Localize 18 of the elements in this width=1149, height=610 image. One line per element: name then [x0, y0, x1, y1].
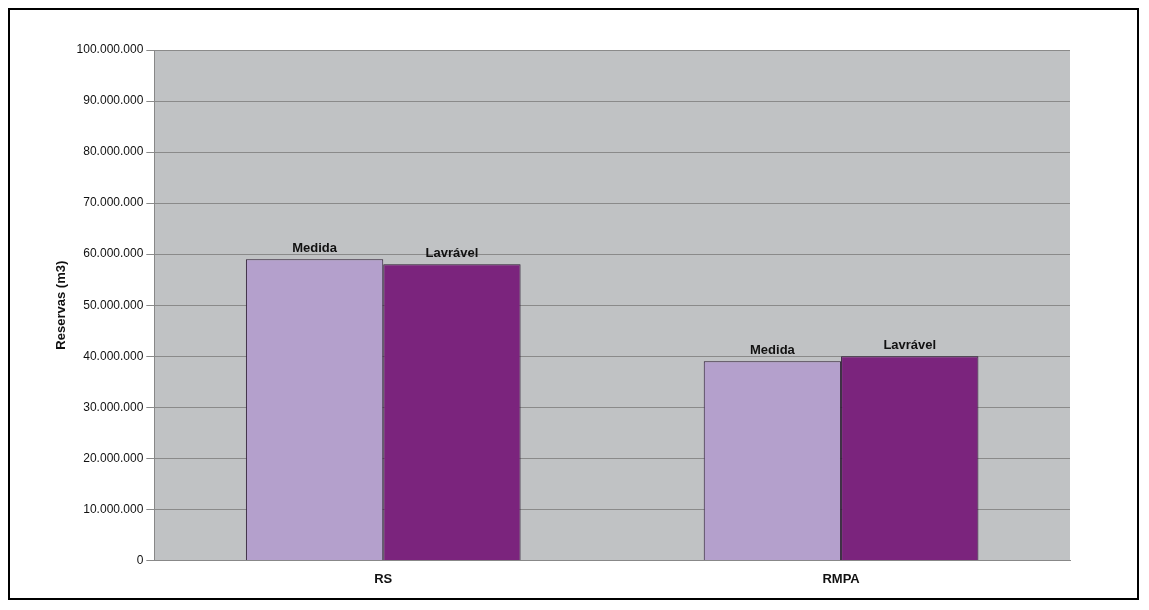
y-tick-label: 90.000.000 [83, 93, 144, 108]
y-tick-label: 30.000.000 [83, 399, 144, 414]
y-tick-label: 100.000.000 [76, 42, 144, 57]
text: Medida [292, 240, 337, 256]
x-tick-label: RMPA [822, 570, 861, 586]
y-tick-label: 0 [136, 552, 144, 567]
x-tick-label: RS [374, 570, 393, 586]
y-axis-title: Reservas (m3) [53, 260, 69, 350]
y-tick-label: 80.000.000 [83, 144, 144, 159]
y-tick-label: 50.000.000 [83, 297, 144, 312]
y-tick-label: 20.000.000 [83, 450, 144, 465]
y-tick-label: 10.000.000 [83, 501, 144, 516]
series-label: Medida [750, 342, 796, 358]
y-tick-label: 60.000.000 [83, 246, 144, 261]
series-label: Lavrável [425, 245, 479, 261]
y-tick-label: 70.000.000 [83, 195, 144, 210]
y-tick-label: 40.000.000 [83, 348, 144, 363]
text: Lavrável [883, 337, 937, 353]
